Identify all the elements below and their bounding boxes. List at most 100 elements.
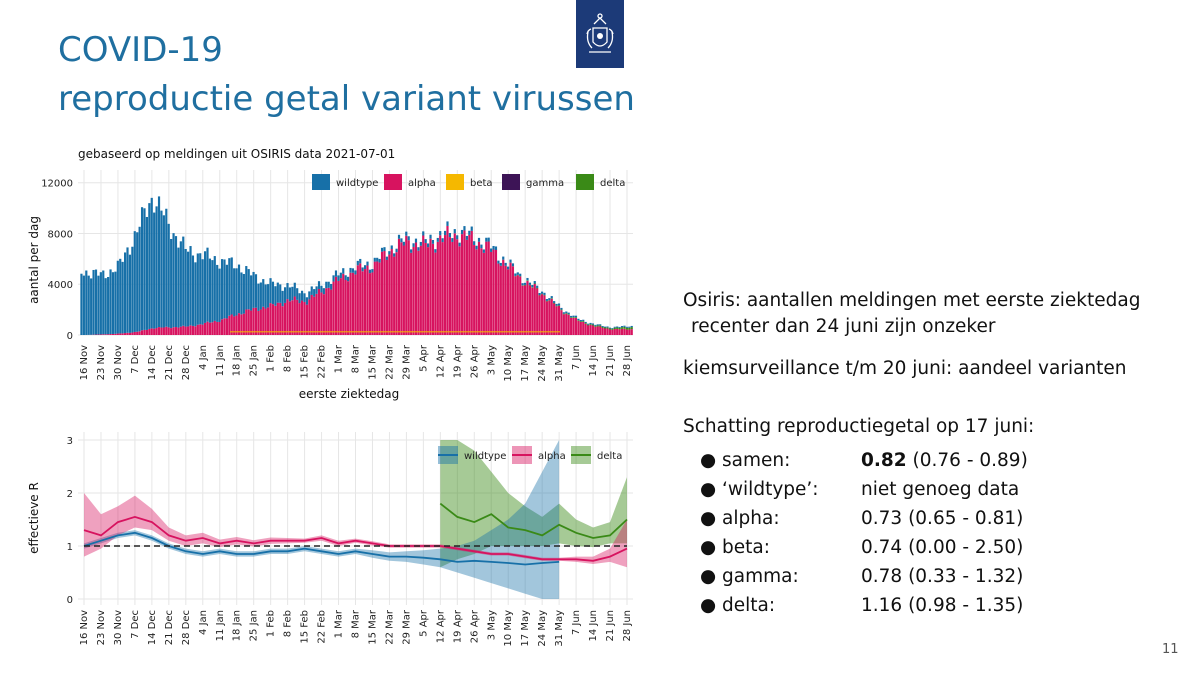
cases-bar-segment <box>94 269 98 335</box>
cases-bar-segment <box>245 309 248 335</box>
r-chart: 0 1 2 3 16 Nov 23 Nov 30 Nov 7 Dec 14 Dec 21 Dec… <box>27 432 633 647</box>
cases-bar-segment <box>555 303 558 306</box>
cases-bar-segment <box>218 268 221 323</box>
cases-bar-segment <box>182 236 185 326</box>
cases-bar-segment <box>189 325 192 335</box>
cases-bar-segment <box>339 272 342 279</box>
delta-line <box>439 502 628 539</box>
estimate-label: ● alpha: <box>700 508 780 529</box>
cases-bar-segment <box>519 276 522 335</box>
r-legend-label: delta <box>597 451 622 462</box>
cases-bar-segment <box>458 246 461 335</box>
cases-bar-segment <box>257 283 260 311</box>
cases-bar-segment <box>448 233 452 238</box>
cases-bar-segment <box>288 301 292 335</box>
cases-bar-segment <box>419 241 422 246</box>
cases-x-tick-label: 18 Jan <box>232 345 243 376</box>
cases-bar-segment <box>584 321 587 324</box>
cases-x-tick-label: 15 Mar <box>367 344 378 380</box>
cases-bar-segment <box>427 247 430 335</box>
cases-bar-segment <box>276 302 279 335</box>
cases-legend-swatch <box>384 174 402 190</box>
cases-bar-segment <box>267 284 270 308</box>
r-x-tick-label: 28 Jun <box>622 610 633 642</box>
cases-bar-segment <box>208 322 212 335</box>
cases-bar-segment <box>339 278 342 335</box>
cases-bar-segment <box>344 280 347 335</box>
cases-bar-segment <box>148 328 151 335</box>
cases-bar-segment <box>378 258 381 263</box>
cases-bar-segment <box>405 235 408 335</box>
cases-bar-segment <box>623 325 626 327</box>
cases-bar-segment <box>548 300 551 301</box>
cases-bar-segment <box>373 257 376 262</box>
cases-bar-segment <box>424 239 427 243</box>
cases-bar-segment <box>150 328 153 335</box>
cases-bar-segment <box>160 327 163 335</box>
cases-bar-segment <box>235 268 238 316</box>
cases-bar-segment <box>366 261 369 266</box>
cases-bar-segment <box>264 308 267 335</box>
kiemsurveillance-note: kiemsurveillance t/m 20 juni: aandeel va… <box>683 358 1127 379</box>
cases-bar-segment <box>596 325 599 327</box>
cases-bar-segment <box>252 271 255 308</box>
cases-bar-segment <box>560 309 563 311</box>
cases-bar-segment <box>308 299 311 335</box>
cases-bar-segment <box>456 235 459 240</box>
cases-bar-segment <box>133 231 136 332</box>
cases-bar-segment <box>347 276 350 282</box>
cases-bar-segment <box>252 307 255 335</box>
cases-bar-segment <box>410 249 413 253</box>
cases-bar-segment <box>136 232 139 332</box>
cases-bar-segment <box>220 259 224 320</box>
cases-bar-segment <box>393 253 396 257</box>
cases-bar-segment <box>390 249 393 335</box>
cases-bar-segment <box>337 280 340 335</box>
cases-bar-segment <box>603 326 607 328</box>
cases-bar-segment <box>361 271 364 335</box>
cases-bar-segment <box>526 277 529 281</box>
cases-bar-segment <box>562 314 565 335</box>
r-x-tick-label: 18 Jan <box>232 610 243 641</box>
cases-bar-segment <box>162 215 165 328</box>
estimate-label: ● beta: <box>700 537 770 558</box>
cases-x-tick-label: 16 Nov <box>79 345 90 381</box>
r-lines <box>83 502 628 566</box>
r-legend-label: wildtype <box>464 451 506 462</box>
cases-bar-segment <box>540 291 544 294</box>
cases-bar-segment <box>625 327 628 330</box>
cases-bar-segment <box>511 266 515 335</box>
cases-bar-segment <box>371 272 374 335</box>
cases-bar-segment <box>565 313 568 335</box>
cases-x-tick-label: 29 Mar <box>401 344 412 380</box>
cases-bar-segment <box>104 334 107 335</box>
cases-bar-segment <box>538 293 541 296</box>
cases-bar-segment <box>211 322 214 335</box>
cases-bar-segment <box>623 328 626 335</box>
cases-bar-segment <box>587 324 590 326</box>
r-x-tick-label: 8 Feb <box>283 610 294 637</box>
cases-bar-segment <box>555 306 558 335</box>
page-number: 11 <box>1162 642 1179 657</box>
cases-bar-segment <box>165 208 168 327</box>
cases-bar-segment <box>572 315 575 318</box>
cases-bar-segment <box>606 326 609 328</box>
cases-bar-segment <box>485 237 488 242</box>
cases-bar-segment <box>550 296 553 299</box>
cases-bar-segment <box>170 238 173 329</box>
r-x-tick-label: 25 Jan <box>249 610 260 641</box>
cases-bar-segment <box>475 245 478 250</box>
r-x-tick-label: 12 Apr <box>435 609 446 643</box>
cases-bar-segment <box>443 235 447 335</box>
cases-bar-segment <box>572 317 575 318</box>
r-x-tick-label: 22 Feb <box>317 610 328 644</box>
cases-bar-segment <box>150 197 153 329</box>
cases-bar-segment <box>80 273 83 335</box>
cases-bar-segment <box>228 258 231 316</box>
cases-bar-segment <box>351 268 355 273</box>
cases-bar-segment <box>259 282 262 310</box>
cases-bar-segment <box>380 251 384 335</box>
cases-bar-segment <box>465 235 468 240</box>
cases-bar-segment <box>400 238 403 243</box>
cases-bar-segment <box>628 326 631 328</box>
